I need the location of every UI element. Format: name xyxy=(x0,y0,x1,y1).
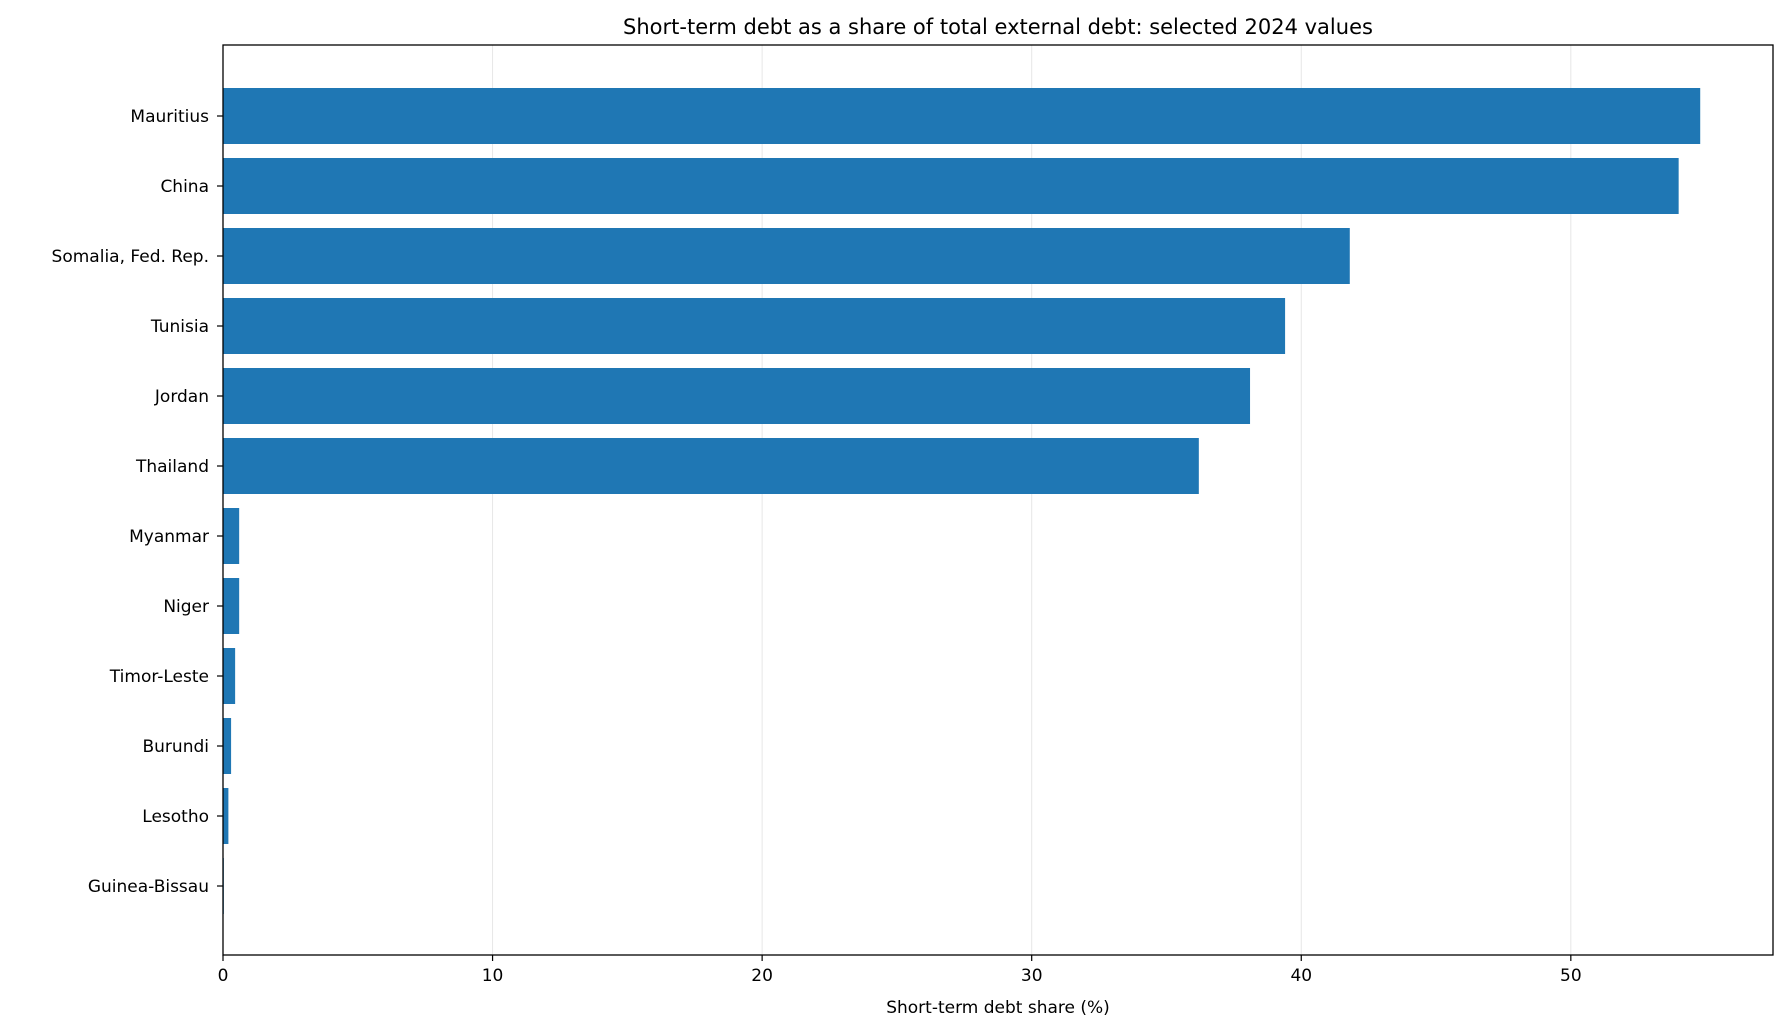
y-tick-label: China xyxy=(160,177,209,197)
bar xyxy=(223,718,232,774)
y-tick-label: Lesotho xyxy=(142,807,209,827)
x-tick-label: 20 xyxy=(751,966,773,986)
y-tick-label: Thailand xyxy=(135,457,209,477)
bar xyxy=(223,788,229,844)
y-tick-label: Guinea-Bissau xyxy=(88,877,209,897)
y-tick-label: Somalia, Fed. Rep. xyxy=(52,247,209,267)
x-tick-label: 0 xyxy=(218,966,229,986)
x-tick-label: 50 xyxy=(1560,966,1582,986)
y-tick-label: Tunisia xyxy=(150,317,209,337)
x-axis: 0 10 20 30 40 50 xyxy=(218,955,1582,986)
bar xyxy=(223,368,1251,424)
y-axis: Mauritius China Somalia, Fed. Rep. Tunisia J… xyxy=(52,107,223,897)
bar xyxy=(223,88,1701,144)
bar xyxy=(223,228,1350,284)
y-tick-label: Niger xyxy=(163,597,209,617)
y-tick-label: Mauritius xyxy=(130,107,209,127)
bar xyxy=(223,648,236,704)
y-tick-label: Burundi xyxy=(143,737,210,757)
plot-frame xyxy=(222,44,1774,956)
bar xyxy=(223,298,1286,354)
bar xyxy=(223,508,240,564)
bar xyxy=(223,578,240,634)
bar xyxy=(223,438,1199,494)
chart-title: Short-term debt as a share of total exte… xyxy=(623,15,1373,39)
x-tick-label: 30 xyxy=(1021,966,1043,986)
y-tick-label: Jordan xyxy=(154,387,209,407)
x-tick-label: 40 xyxy=(1290,966,1312,986)
y-tick-label: Timor-Leste xyxy=(109,667,209,687)
bar xyxy=(223,158,1679,214)
x-axis-label: Short-term debt share (%) xyxy=(886,998,1110,1018)
x-tick-label: 10 xyxy=(482,966,504,986)
y-tick-label: Myanmar xyxy=(129,527,209,547)
bars xyxy=(223,88,1701,914)
